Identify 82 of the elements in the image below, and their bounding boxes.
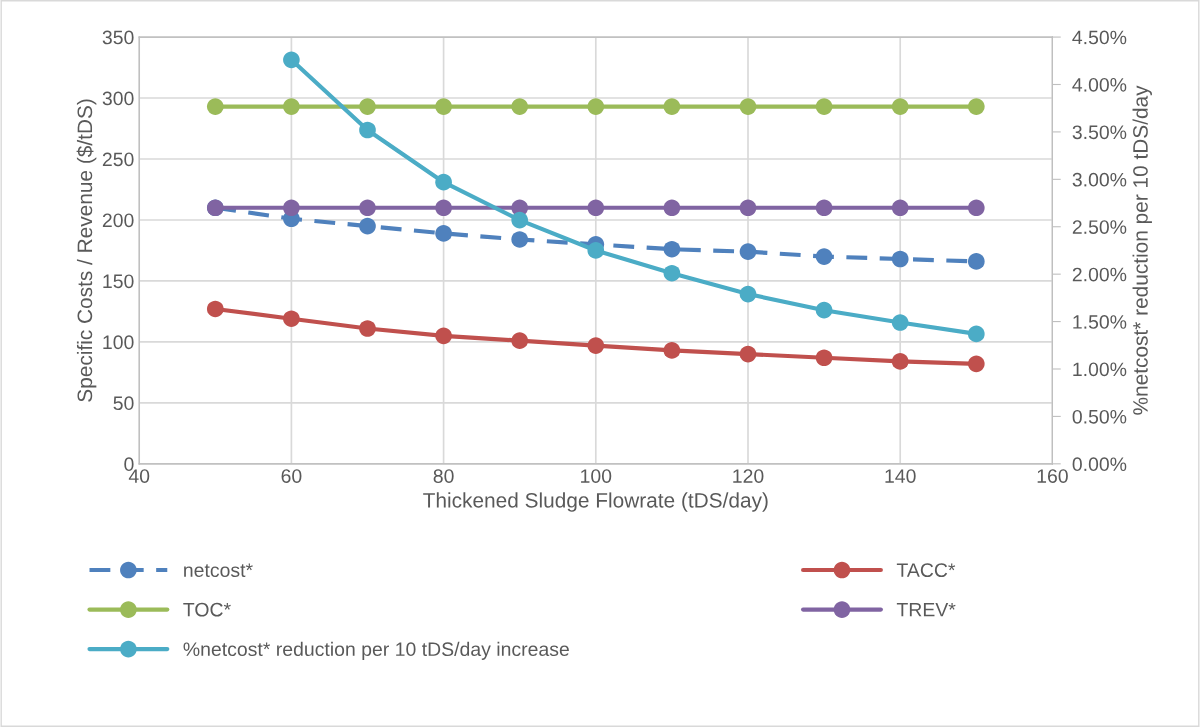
point: [206, 300, 224, 318]
point: [511, 98, 529, 115]
point: [739, 199, 757, 217]
point: [587, 98, 605, 115]
x-tick-label: 100: [581, 469, 612, 483]
point: [815, 301, 833, 319]
point: [891, 199, 909, 217]
legend-label: TACC*: [896, 563, 956, 578]
point: [359, 98, 376, 115]
point: [967, 355, 985, 373]
point: [435, 225, 452, 242]
point: [359, 320, 376, 337]
y2-tick-label: 0.50%: [1072, 409, 1127, 424]
point: [587, 337, 605, 354]
point: [359, 217, 376, 235]
legend-label: %netcost* reduction per 10 tDS/day increase: [183, 641, 569, 660]
point: [359, 199, 376, 217]
y-tick-label: 350: [102, 30, 134, 45]
point: [663, 264, 681, 282]
y2-axis-title: %netcost* reduction per 10 tDS/day: [1132, 85, 1152, 415]
y-tick-label: 150: [103, 274, 134, 289]
y2-tick-label: 4.00%: [1072, 77, 1127, 92]
point: [891, 250, 909, 268]
point: [663, 98, 681, 115]
point: [283, 199, 300, 217]
point: [739, 285, 757, 303]
point: [967, 325, 985, 343]
point: [511, 332, 529, 350]
y2-tick-label: 4.50%: [1072, 30, 1127, 45]
point: [206, 98, 224, 115]
x-tick-label: 160: [1037, 469, 1068, 483]
point: [511, 231, 529, 248]
point: [283, 310, 300, 328]
y-tick-label: 0: [124, 457, 134, 472]
point: [891, 314, 909, 331]
point: [815, 248, 833, 265]
point: [435, 327, 452, 345]
point: [891, 98, 909, 115]
x-tick-label: 40: [128, 469, 150, 483]
x-tick-label: 120: [733, 469, 764, 483]
y2-tick-label: 0.00%: [1072, 457, 1127, 472]
x-tick-label: 140: [885, 469, 916, 483]
point: [435, 98, 452, 115]
point: [739, 243, 757, 260]
y-axis-title: Specific Costs / Revenue ($/tDS): [76, 99, 97, 402]
point: [815, 98, 833, 115]
point: [283, 51, 300, 69]
point: [967, 253, 985, 270]
point: [511, 211, 529, 229]
y2-tick-label: 1.50%: [1073, 315, 1127, 329]
y2-tick-label: 3.00%: [1072, 172, 1127, 187]
legend-label: netcost*: [184, 563, 253, 578]
point: [815, 349, 833, 367]
point: [663, 342, 681, 359]
point: [663, 199, 681, 217]
y2-tick-label: 2.50%: [1072, 220, 1127, 234]
legend-label: TREV*: [896, 602, 956, 617]
point: [283, 98, 300, 115]
y-tick-label: 200: [102, 213, 134, 228]
point: [587, 242, 605, 259]
point: [663, 240, 681, 258]
y-tick-label: 250: [102, 152, 134, 167]
x-axis-title: Thickened Sludge Flowrate (tDS/day): [423, 492, 768, 512]
point: [967, 199, 985, 217]
point: [891, 353, 909, 370]
y2-tick-label: 3.50%: [1072, 125, 1127, 140]
point: [435, 173, 452, 191]
point: [435, 199, 452, 217]
y2-tick-label: 1.00%: [1073, 362, 1127, 377]
point: [739, 345, 757, 363]
x-tick-label: 60: [281, 469, 302, 483]
legend-label: TOC*: [183, 602, 231, 617]
y-tick-label: 100: [103, 335, 134, 350]
point: [815, 199, 833, 217]
point: [587, 199, 605, 217]
y-tick-label: 300: [102, 91, 134, 106]
y-tick-label: 50: [113, 396, 134, 411]
point: [359, 121, 376, 139]
point: [967, 98, 985, 115]
x-tick-label: 80: [433, 469, 454, 483]
point: [739, 98, 757, 115]
y2-tick-label: 2.00%: [1072, 267, 1127, 282]
